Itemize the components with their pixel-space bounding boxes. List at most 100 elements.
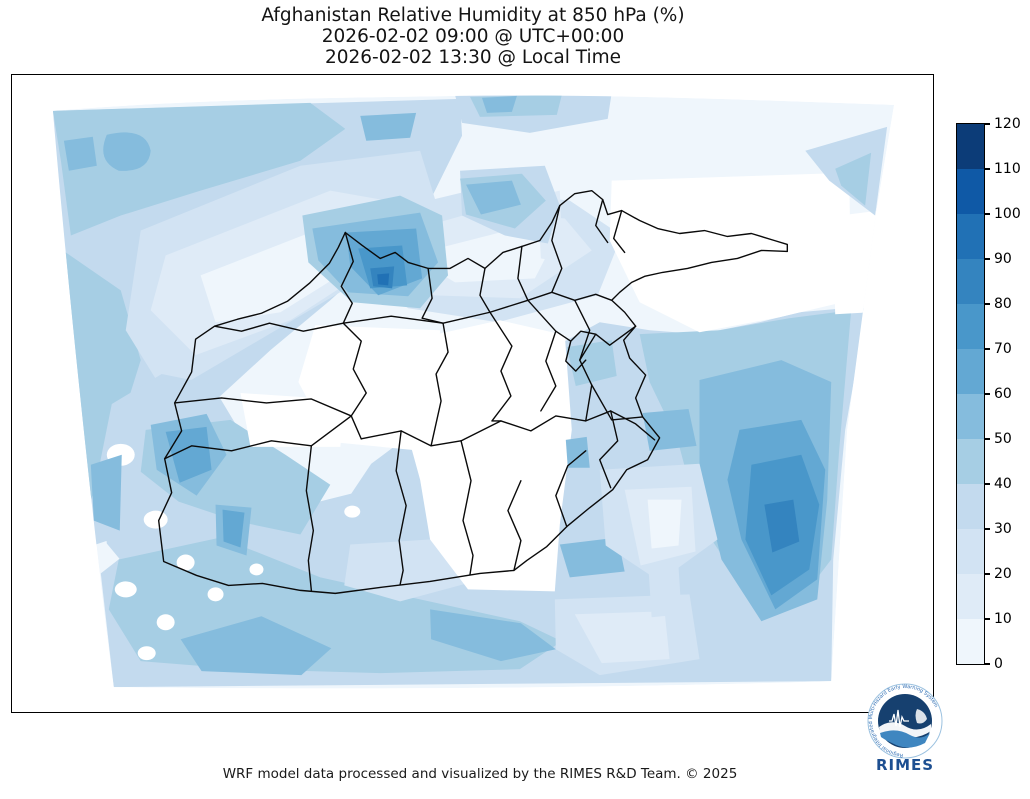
province-boundary — [395, 430, 407, 586]
figure-title: Afghanistan Relative Humidity at 850 hPa… — [11, 5, 935, 68]
contour-region — [360, 112, 417, 141]
dry-region — [137, 646, 156, 661]
contour-region — [466, 180, 521, 215]
logo-seismogram-icon — [889, 709, 909, 728]
province-boundary — [460, 440, 474, 576]
colorbar-gradient — [956, 123, 985, 665]
province-boundary — [527, 299, 557, 412]
contour-region — [430, 609, 556, 662]
colorbar-tick-mark — [985, 303, 990, 305]
contour-region — [180, 616, 332, 676]
colorbar-tick-label: 50 — [994, 431, 1012, 447]
colorbar-cell — [957, 348, 984, 394]
contour-field — [52, 95, 895, 689]
colorbar-tick-mark — [985, 213, 990, 215]
contour-region — [647, 499, 682, 549]
colorbar-cell — [957, 573, 984, 619]
contour-region — [559, 537, 625, 578]
province-boundary — [340, 231, 354, 324]
province-boundary — [517, 245, 529, 301]
title-line-3: 2026-02-02 13:30 @ Local Time — [324, 47, 622, 68]
colorbar-tick-label: 120 — [994, 116, 1021, 132]
province-boundary — [555, 450, 587, 528]
logo-wave-blue — [880, 730, 930, 748]
contour-region — [835, 152, 872, 206]
colorbar-cell — [957, 618, 984, 664]
colorbar-tick-label: 80 — [994, 296, 1012, 312]
province-boundary — [591, 384, 644, 421]
province-boundary — [421, 267, 444, 324]
colorbar-cell — [957, 393, 984, 439]
colorbar-cell — [957, 483, 984, 529]
province-boundary — [213, 322, 344, 332]
colorbar-cell — [957, 123, 984, 169]
contour-region — [481, 95, 517, 113]
dry-region — [207, 587, 224, 602]
province-boundary — [173, 397, 352, 417]
rimes-logo-graphic: Regional Integrated Multi-Hazard Early W… — [867, 683, 943, 774]
province-boundary — [599, 410, 619, 489]
province-boundary — [360, 430, 462, 447]
contour-region — [90, 454, 122, 531]
colorbar-tick-label: 40 — [994, 476, 1012, 492]
contour-region — [63, 136, 97, 171]
province-boundary — [163, 415, 352, 460]
province-boundary — [612, 209, 626, 254]
colorbar-tick-mark — [985, 123, 990, 125]
province-boundary — [551, 204, 563, 294]
contour-region — [103, 132, 151, 171]
colorbar-tick-mark — [985, 438, 990, 440]
dry-region — [249, 563, 264, 576]
map-axes: Regional Integrated Multi-Hazard Early W… — [11, 74, 943, 774]
colorbar-tick-mark — [985, 663, 990, 665]
contour-region — [764, 499, 800, 553]
dry-region — [344, 505, 361, 518]
province-boundary — [595, 198, 609, 244]
colorbar-tick-mark — [985, 258, 990, 260]
contour-region — [377, 273, 390, 286]
province-boundary — [565, 340, 587, 372]
colorbar-tick-label: 10 — [994, 611, 1012, 627]
humidity-contour-map — [52, 95, 895, 689]
footer-credit: WRF model data processed and visualized … — [222, 766, 738, 782]
rimes-logo: Regional Integrated Multi-Hazard Early W… — [865, 681, 945, 775]
dry-region — [143, 510, 168, 529]
dry-region — [176, 554, 195, 571]
dry-region — [114, 581, 137, 598]
colorbar-tick-label: 0 — [994, 656, 1003, 672]
dry-region — [398, 320, 572, 592]
contour-region — [358, 245, 408, 289]
colorbar-tick-mark — [985, 348, 990, 350]
colorbar-cell — [957, 528, 984, 574]
dry-region — [832, 210, 880, 315]
colorbar-tick-label: 30 — [994, 521, 1012, 537]
colorbar-tick-label: 100 — [994, 206, 1021, 222]
colorbar-cell — [957, 213, 984, 259]
province-boundary — [555, 330, 597, 342]
colorbar-tick-mark — [985, 168, 990, 170]
colorbar-cell — [957, 258, 984, 304]
colorbar-tick-label: 110 — [994, 161, 1021, 177]
province-boundary — [579, 325, 637, 361]
contour-region — [566, 340, 617, 387]
colorbar-tick-label: 70 — [994, 341, 1012, 357]
dry-region — [609, 172, 852, 333]
title-line-1: Afghanistan Relative Humidity at 850 hPa… — [261, 5, 685, 26]
contour-region — [642, 408, 697, 451]
colorbar-cell — [957, 168, 984, 214]
colorbar-tick-label: 90 — [994, 251, 1012, 267]
contour-region — [165, 426, 212, 483]
province-boundary — [460, 410, 656, 442]
province-boundary — [489, 311, 513, 422]
contour-region — [574, 611, 670, 664]
logo-wordmark: RIMES — [876, 756, 934, 774]
colorbar-tick-mark — [985, 528, 990, 530]
admin-boundaries — [157, 189, 789, 595]
province-boundary — [479, 267, 491, 313]
contour-region — [565, 436, 590, 468]
province-boundary — [305, 445, 315, 592]
colorbar-cell — [957, 303, 984, 349]
logo-landmass-icon — [915, 709, 927, 724]
colorbar-tick-mark — [985, 393, 990, 395]
